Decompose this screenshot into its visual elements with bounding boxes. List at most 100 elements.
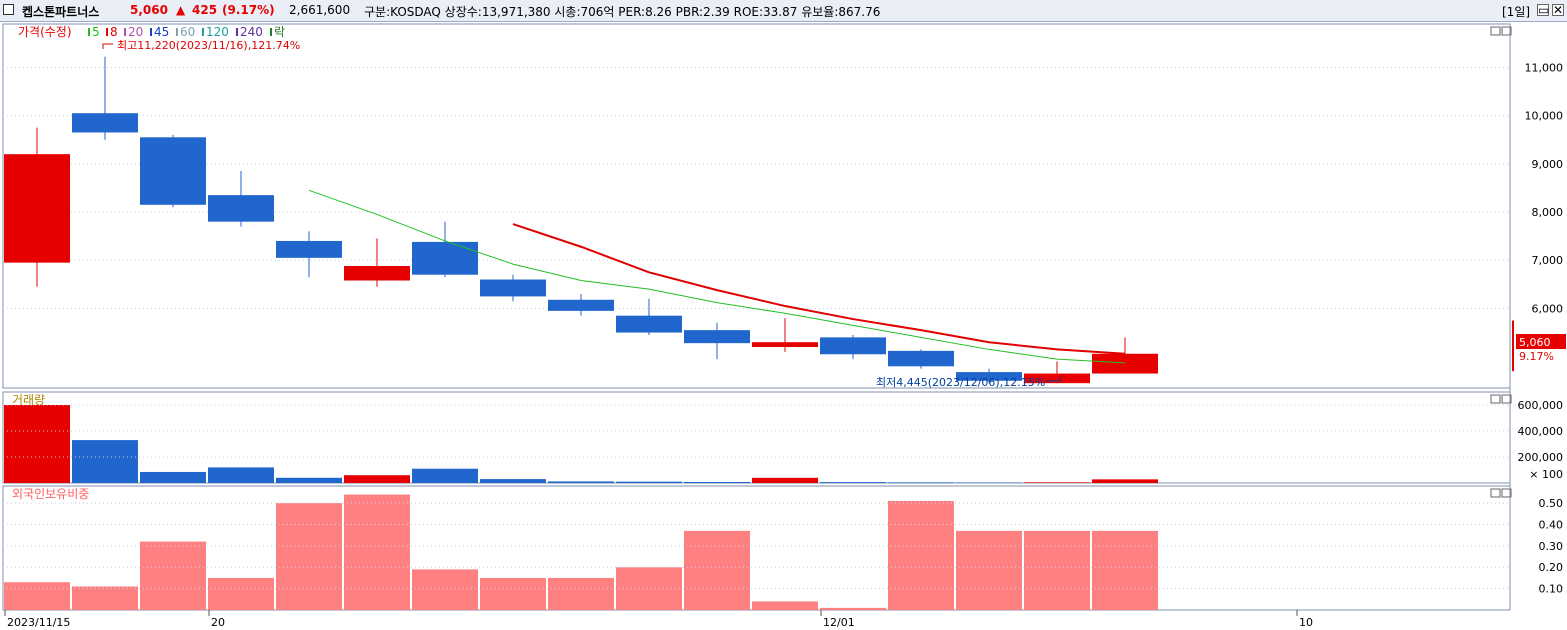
volume-bar <box>616 481 682 483</box>
candle <box>684 322 750 360</box>
close-icon[interactable]: ✕ <box>1552 3 1564 17</box>
foreign-bar <box>684 530 750 610</box>
volume-unit-label: × 100 <box>1529 468 1563 481</box>
ma-legend-swatch <box>176 28 178 36</box>
window-checkbox[interactable] <box>3 4 14 15</box>
x-tick-label: 10 <box>1299 616 1313 629</box>
volume-bar <box>276 477 342 483</box>
volume-bar <box>344 475 410 483</box>
stock-info: 구분:KOSDAQ 상장수:13,971,380 시총:706억 PER:8.2… <box>364 5 881 19</box>
foreign-bar <box>820 607 886 610</box>
candle-body <box>344 266 410 281</box>
ma5-line <box>308 189 1126 364</box>
candle <box>1092 337 1158 374</box>
candle-body <box>412 241 478 275</box>
panel-maximize-icon[interactable] <box>1490 488 1501 498</box>
ma-legend: 5 8 20 45 60 120 240 락 <box>88 25 285 39</box>
volume-bar <box>4 405 70 483</box>
candle <box>888 349 954 369</box>
high-annotation: 최고11,220(2023/11/16),121.74% <box>117 39 300 52</box>
candle-body <box>276 240 342 258</box>
low-arrow-icon <box>1046 376 1061 382</box>
ma-legend-item: 락 <box>274 25 285 39</box>
legend-foreign-label: 외국인보유비중 <box>12 487 89 501</box>
foreign-tick-label: 0.10 <box>1539 583 1564 596</box>
candle-body <box>72 113 138 133</box>
panel-close-icon[interactable] <box>1501 394 1512 404</box>
volume-tick-label: 200,000 <box>1518 451 1564 464</box>
minimize-icon[interactable]: ▭ <box>1537 3 1550 17</box>
volume-bar <box>1092 479 1158 483</box>
foreign-bar <box>208 577 274 610</box>
foreign-bar <box>888 500 954 610</box>
x-tick-label: 12/01 <box>823 616 855 629</box>
candle-body <box>208 195 274 222</box>
foreign-bar <box>4 582 70 610</box>
volume-bar <box>412 468 478 483</box>
ma-legend-swatch <box>150 28 152 36</box>
foreign-bar <box>344 494 410 610</box>
ma-legend-item: 8 <box>110 25 118 39</box>
foreign-bar <box>412 569 478 610</box>
ma-legend-swatch <box>202 28 204 36</box>
price-tag-bg <box>1516 334 1566 349</box>
high-arrow-icon <box>102 43 113 49</box>
low-annotation: 최저4,445(2023/12/06),12.15% <box>876 376 1045 389</box>
ma8-line <box>512 223 1126 355</box>
candle-body <box>820 337 886 355</box>
moving-average-lines <box>308 189 1514 372</box>
price-panel: 가격(수정) 5 8 20 45 60 120 240 락 6,000 7,000 8,000 9,… <box>3 25 1566 389</box>
foreign-bar <box>616 567 682 610</box>
candles <box>4 56 1158 384</box>
x-tick-label: 2023/11/15 <box>7 616 70 629</box>
foreign-bar <box>276 503 342 610</box>
period-selector[interactable]: [1일] <box>1502 5 1531 19</box>
panel-close-icon[interactable] <box>1501 488 1512 498</box>
candle-body <box>888 350 954 367</box>
panel-maximize-icon[interactable] <box>1490 26 1501 36</box>
foreign-bar <box>140 541 206 610</box>
ma-legend-item: 5 <box>92 25 100 39</box>
candle-body <box>1024 373 1090 384</box>
volume-bar <box>1024 482 1090 483</box>
volume-bar <box>684 481 750 483</box>
ma-legend-swatch <box>236 28 238 36</box>
x-axis: 2023/11/15 20 12/01 10 <box>4 610 1313 629</box>
candle <box>344 238 410 287</box>
candle-body <box>140 137 206 205</box>
candle-body <box>684 330 750 344</box>
percent-tag: 9.17% <box>1519 350 1554 363</box>
volume-bar <box>548 481 614 483</box>
panel-maximize-icon[interactable] <box>1490 394 1501 404</box>
price-tick-label: 6,000 <box>1532 302 1564 315</box>
legend-volume-label: 거래량 <box>12 393 45 407</box>
candle-body <box>616 315 682 333</box>
candle <box>616 298 682 335</box>
candle <box>4 127 70 287</box>
volume-bar <box>888 482 954 483</box>
volume-tick-label: 400,000 <box>1518 425 1564 438</box>
volume-bar <box>72 440 138 483</box>
ma-legend-swatch <box>124 28 126 36</box>
candle <box>1024 361 1090 384</box>
candle-body <box>4 154 70 263</box>
current-price: 5,060 <box>130 3 168 17</box>
foreign-bar <box>72 586 138 610</box>
candle <box>208 171 274 227</box>
panel-frames <box>2 23 1512 611</box>
legend-price-label: 가격(수정) <box>18 25 72 39</box>
volume-tick-label: 600,000 <box>1518 399 1564 412</box>
ma-legend-swatch <box>106 28 108 36</box>
trading-volume: 2,661,600 <box>289 3 351 17</box>
price-tick-label: 8,000 <box>1532 206 1564 219</box>
candle <box>412 221 478 278</box>
volume-bar <box>480 479 546 483</box>
price-tick-label: 11,000 <box>1525 61 1564 74</box>
ma-legend-swatch <box>88 28 90 36</box>
price-y-axis: 6,000 7,000 8,000 9,000 10,000 11,000 <box>1525 61 1564 315</box>
volume-bar <box>140 471 206 483</box>
ma-legend-swatch <box>270 28 272 36</box>
ma-legend-item: 20 <box>128 25 143 39</box>
panel-close-icon[interactable] <box>1501 26 1512 36</box>
